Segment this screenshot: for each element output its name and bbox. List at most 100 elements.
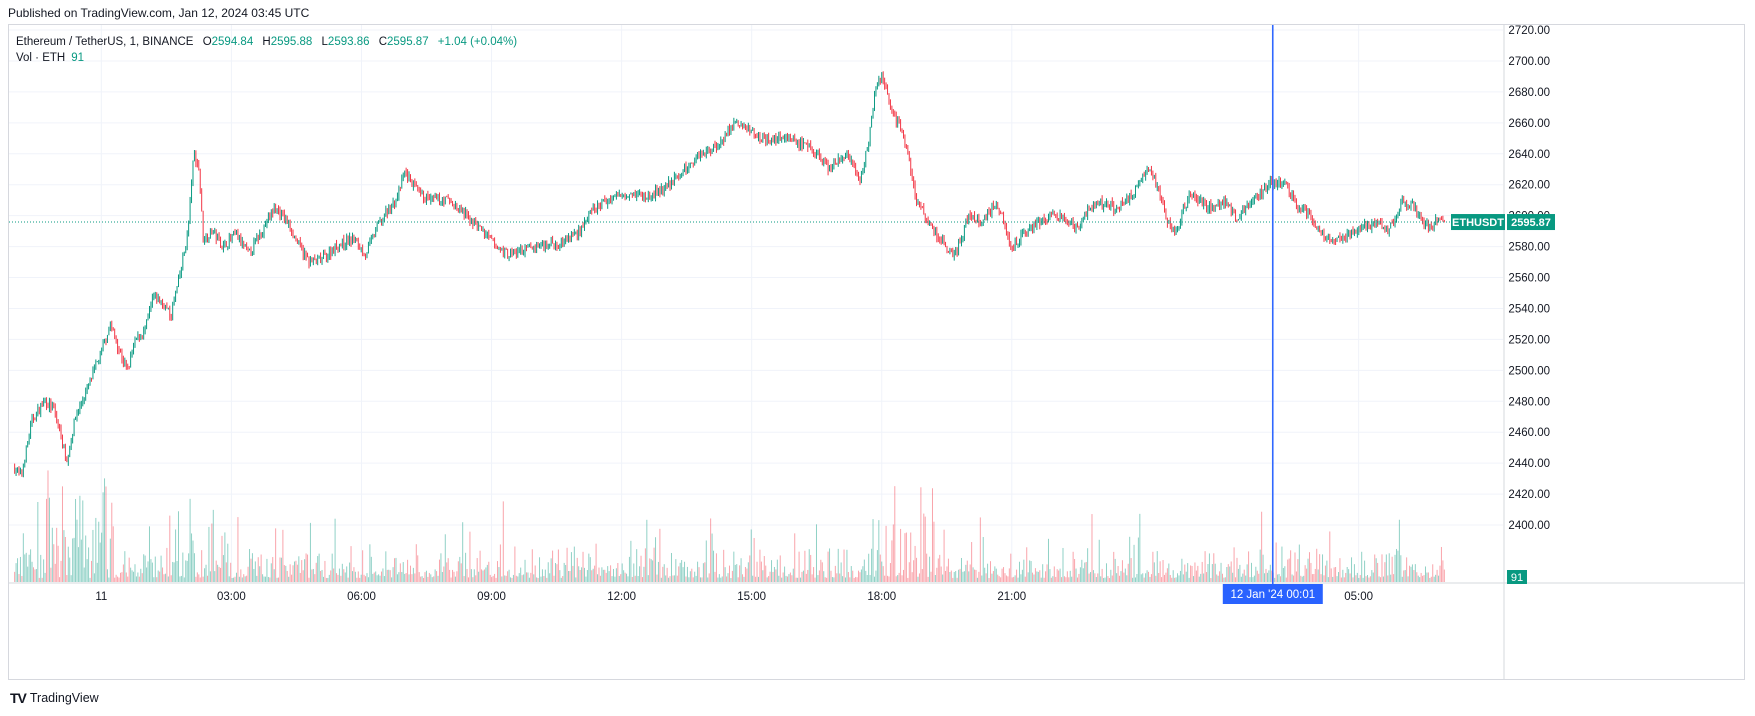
volume-bar bbox=[267, 576, 269, 582]
volume-bar bbox=[351, 571, 353, 582]
volume-bar bbox=[498, 567, 500, 582]
volume-bar bbox=[865, 570, 867, 582]
volume-bar bbox=[117, 576, 119, 582]
volume-bar bbox=[1233, 547, 1235, 582]
volume-bar bbox=[154, 556, 156, 582]
volume-bar bbox=[450, 577, 452, 582]
price-tick-label: 2580.00 bbox=[1508, 242, 1550, 254]
volume-bar bbox=[362, 550, 364, 582]
volume-bar bbox=[61, 486, 63, 582]
volume-bar bbox=[1271, 570, 1273, 582]
volume-bar bbox=[595, 543, 597, 582]
volume-bar bbox=[759, 549, 761, 582]
volume-bar bbox=[180, 575, 182, 582]
volume-bar bbox=[1429, 577, 1431, 582]
volume-bar bbox=[1177, 573, 1179, 582]
volume-bar bbox=[1111, 575, 1113, 582]
volume-bar bbox=[694, 571, 696, 582]
volume-bar bbox=[534, 565, 536, 582]
volume-bar bbox=[1055, 576, 1057, 582]
volume-bar bbox=[1168, 563, 1170, 582]
volume-bar bbox=[742, 574, 744, 582]
volume-bar bbox=[205, 564, 207, 582]
volume-bar bbox=[562, 576, 564, 582]
volume-bar bbox=[1201, 561, 1203, 582]
volume-bar bbox=[185, 560, 187, 582]
volume-bar bbox=[1293, 575, 1295, 582]
volume-bar bbox=[1072, 551, 1074, 582]
volume-bar bbox=[659, 528, 661, 582]
volume-bar bbox=[494, 573, 496, 582]
volume-bar bbox=[1061, 577, 1063, 582]
volume-bar bbox=[624, 572, 626, 582]
volume-bar bbox=[373, 572, 375, 582]
volume-bar bbox=[151, 562, 153, 582]
volume-bar bbox=[341, 563, 343, 582]
volume-bar bbox=[833, 577, 835, 582]
volume-bar bbox=[299, 572, 301, 582]
volume-bar bbox=[1001, 568, 1003, 582]
volume-bar bbox=[626, 573, 628, 582]
volume-legend-value: 91 bbox=[71, 52, 85, 64]
volume-bar bbox=[612, 568, 614, 582]
volume-bar bbox=[225, 562, 227, 582]
chart-frame[interactable] bbox=[8, 24, 1745, 680]
time-tick-label: 21:00 bbox=[997, 591, 1026, 603]
volume-bar bbox=[346, 566, 348, 582]
volume-bar bbox=[615, 568, 617, 582]
volume-bar bbox=[1104, 577, 1106, 582]
volume-bar bbox=[125, 572, 127, 582]
volume-bar bbox=[1223, 577, 1225, 582]
volume-bar bbox=[678, 566, 680, 582]
volume-bar bbox=[1278, 573, 1280, 582]
volume-bar bbox=[604, 569, 606, 582]
volume-bar bbox=[1050, 577, 1052, 582]
volume-bar bbox=[235, 572, 237, 582]
axis-badges: ETHUSDT 2595.87 91 12 Jan '24 00:01 bbox=[1222, 214, 1555, 604]
volume-bar bbox=[570, 552, 572, 582]
volume-bar bbox=[301, 560, 303, 582]
volume-bar bbox=[360, 574, 362, 582]
volume-bar bbox=[987, 563, 989, 582]
volume-bar bbox=[902, 569, 904, 582]
volume-bar bbox=[70, 575, 72, 582]
volume-bar bbox=[1229, 566, 1231, 582]
volume-bar bbox=[386, 569, 388, 582]
volume-bar bbox=[784, 566, 786, 582]
volume-bar bbox=[502, 501, 504, 582]
volume-bar bbox=[1275, 542, 1277, 582]
volume-bar bbox=[1361, 551, 1363, 582]
volume-bar bbox=[276, 577, 278, 582]
volume-bar bbox=[375, 571, 377, 582]
volume-bar bbox=[331, 553, 333, 582]
volume-bar bbox=[531, 549, 533, 582]
volume-bar bbox=[489, 574, 491, 582]
volume-bar bbox=[1024, 576, 1026, 582]
volume-bar bbox=[1007, 576, 1009, 582]
volume-bar bbox=[512, 574, 514, 582]
volume-bar bbox=[77, 547, 79, 582]
volume-bar bbox=[266, 558, 268, 582]
volume-bar bbox=[665, 575, 667, 582]
volume-bar bbox=[131, 570, 133, 582]
volume-bar bbox=[592, 568, 594, 582]
volume-bar bbox=[1074, 559, 1076, 582]
tradingview-brand-name: TradingView bbox=[29, 691, 99, 705]
volume-bar bbox=[320, 570, 322, 582]
tradingview-brand[interactable]: TV TradingView bbox=[10, 690, 99, 706]
volume-bar bbox=[1372, 572, 1374, 582]
volume-bar bbox=[220, 567, 222, 582]
volume-bar bbox=[83, 567, 85, 582]
volume-bar bbox=[231, 577, 233, 582]
volume-bar bbox=[1264, 573, 1266, 582]
volume-bar bbox=[978, 571, 980, 582]
volume-bar bbox=[172, 561, 174, 582]
volume-bar bbox=[772, 571, 774, 582]
volume-bar bbox=[1046, 564, 1048, 582]
volume-bar bbox=[1285, 577, 1287, 582]
volume-bar bbox=[1404, 570, 1406, 582]
volume-bar bbox=[214, 571, 216, 582]
volume-bar bbox=[191, 533, 193, 582]
volume-bar bbox=[298, 556, 300, 582]
